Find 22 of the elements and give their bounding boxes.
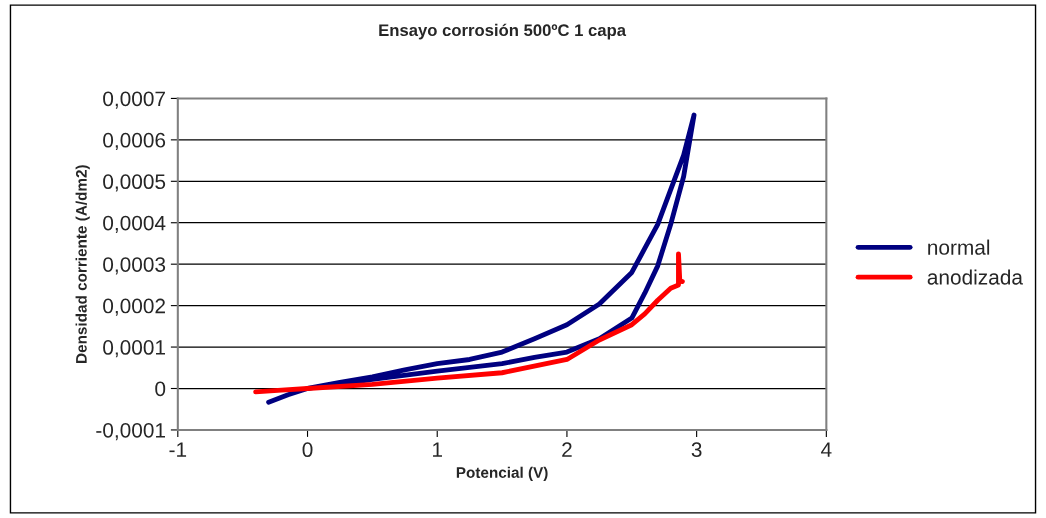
y-tick-label: 0 [155, 381, 166, 397]
legend-label: anodizada [927, 269, 1023, 285]
y-axis-title: Densidad corriente (A/dm2) [75, 165, 90, 363]
y-tick-label: 0,0007 [103, 91, 165, 109]
x-tick-label: 1 [433, 442, 443, 457]
x-tick-label: 0 [302, 442, 313, 458]
y-tick-label: 0,0001 [103, 340, 165, 358]
y-tick-label: 0,0004 [103, 215, 166, 233]
y-tick-label: 0,0006 [103, 132, 166, 151]
x-axis-title: Potencial (V) [456, 466, 548, 481]
y-tick-label: 0,0002 [103, 298, 165, 316]
x-tick-label: 2 [562, 442, 572, 457]
line-series [253, 251, 685, 395]
y-tick-label: -0,0001 [96, 422, 165, 441]
y-tick-label: 0,0005 [103, 174, 166, 192]
chart-title: Ensayo corrosión 500ºC 1 capa [379, 23, 627, 40]
x-tick-label: -1 [169, 442, 187, 457]
x-tick-label: 4 [821, 442, 832, 457]
legend-label: normal [928, 239, 990, 255]
line-series [266, 112, 697, 405]
y-tick-label: 0,0003 [103, 257, 166, 275]
x-tick-label: 3 [691, 442, 702, 458]
